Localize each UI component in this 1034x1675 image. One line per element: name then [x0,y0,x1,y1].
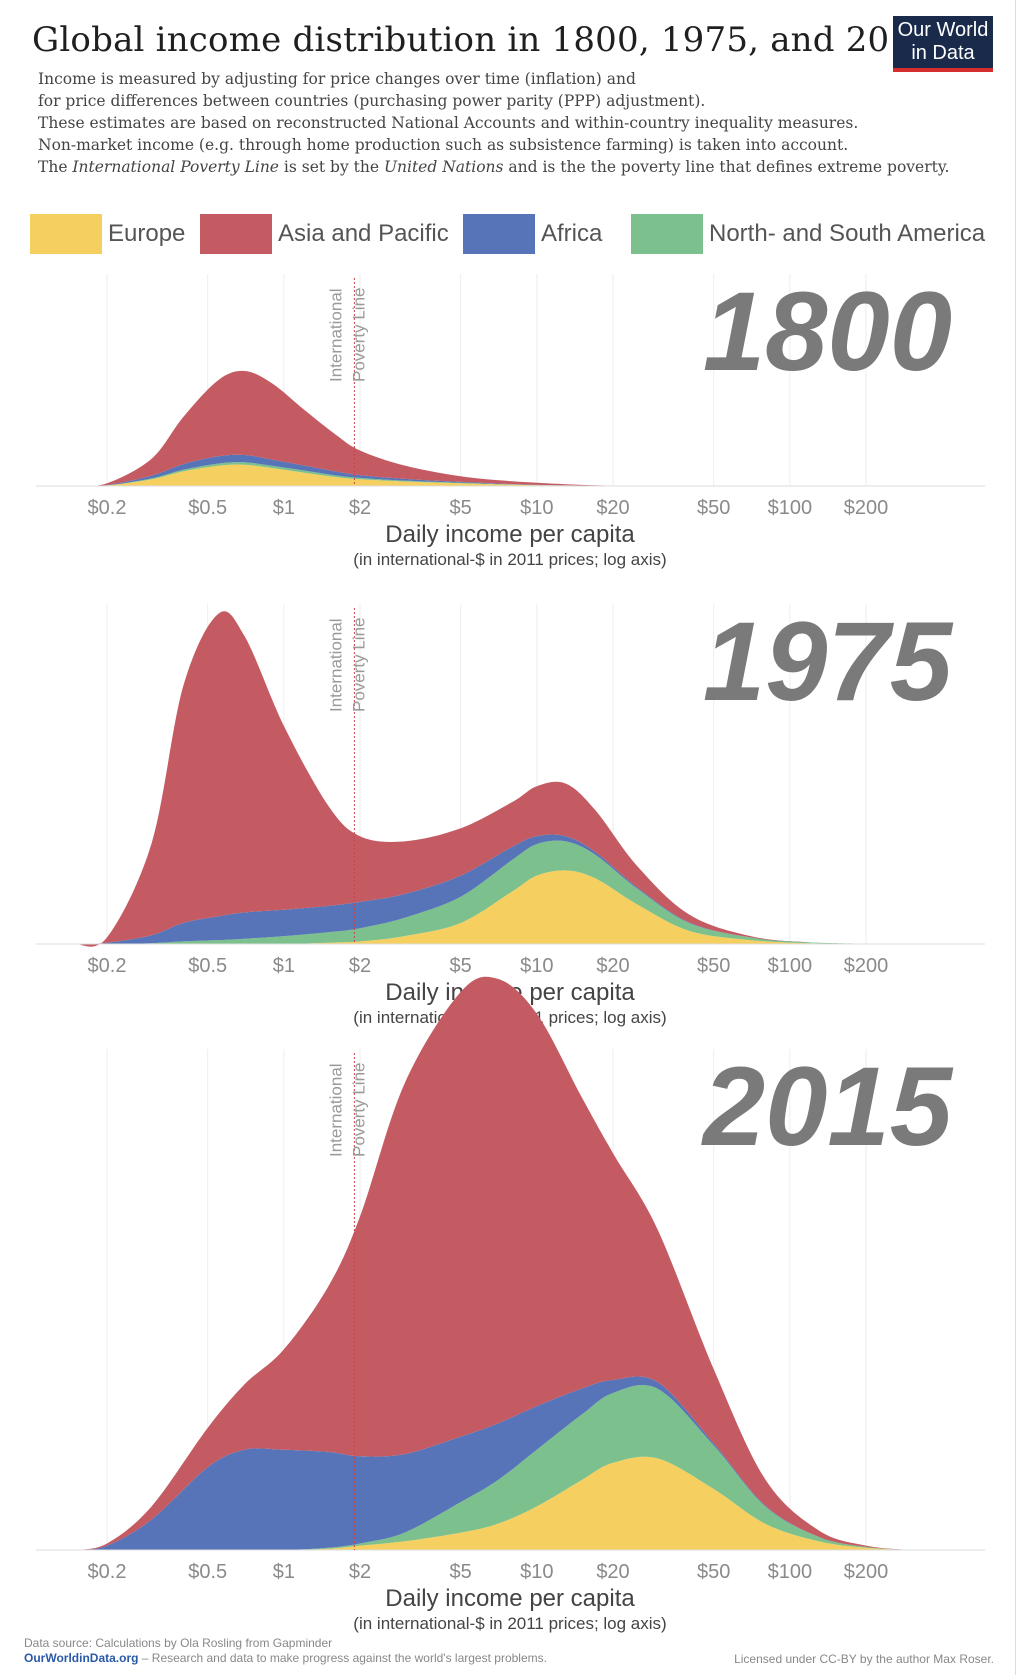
year-label: 2015 [701,1044,954,1169]
x-axis-note: (in international-$ in 2011 prices; log … [353,1614,666,1633]
x-tick-label: $1 [273,955,295,977]
logo-line-1: Our World [897,19,989,41]
x-tick-label: $10 [520,497,553,519]
subtitle-text: The [38,158,73,176]
x-tick-label: $5 [450,497,472,519]
footer-site-link[interactable]: OurWorldinData.org [24,1651,139,1665]
x-tick-label: $0.2 [88,497,127,519]
poverty-label-line-2: Poverty Line [349,618,368,713]
x-axis-note: (in international-$ in 2011 prices; log … [353,550,666,569]
page-edge-rule [1015,0,1016,1675]
x-tick-label: $2 [349,1561,371,1583]
x-tick-label: $100 [768,497,813,519]
x-tick-label: $50 [697,497,730,519]
x-axis-title: Daily income per capita [385,521,635,548]
area-europe [75,464,714,487]
legend-swatch [463,214,535,254]
x-tick-label: $5 [450,1561,472,1583]
x-tick-label: $100 [768,1561,813,1583]
subtitle: Income is measured by adjusting for pric… [38,68,998,178]
chart-1800: International Poverty Line 1800 $0.2 $0.5 $1 $… [36,269,985,569]
poverty-line-label: International Poverty Line [326,618,368,713]
year-label: 1975 [703,599,954,724]
subtitle-line-2: for price differences between countries … [38,92,706,110]
footer-license: Licensed under CC-BY by the author Max R… [734,1652,994,1666]
x-tick-label: $5 [450,955,472,977]
area-north [75,840,891,945]
x-tick-label: $200 [844,497,889,519]
area-africa [75,834,891,945]
poverty-label-line-2: Poverty Line [349,288,368,383]
legend-label: Europe [108,220,186,247]
x-tick-label: $0.5 [188,497,227,519]
footer-site-line: OurWorldinData.org – Research and data t… [24,1651,547,1666]
x-tick-label: $20 [596,1561,629,1583]
subtitle-line-1: Income is measured by adjusting for pric… [38,70,636,88]
year-label: 1800 [703,269,952,394]
legend-label: Africa [541,220,603,247]
x-tick-label: $1 [273,1561,295,1583]
area-asia [75,611,891,947]
x-tick-label: $20 [596,955,629,977]
area-europe [75,870,891,945]
footer-source-text: Data source: Calculations by Ola Rosling… [24,1636,333,1650]
x-tick-label: $10 [520,1561,553,1583]
subtitle-text: is set by the [278,158,384,176]
subtitle-line-5: The International Poverty Line is set by… [38,156,998,178]
poverty-line-label: International Poverty Line [326,288,368,383]
x-tick-label: $0.5 [188,955,227,977]
legend-swatch [631,214,703,254]
subtitle-line-4: Non-market income (e.g. through home pro… [38,136,849,154]
poverty-label-line-2: Poverty Line [349,1063,368,1158]
x-tick-label: $0.5 [188,1561,227,1583]
x-tick-label: $50 [697,955,730,977]
x-tick-label: $200 [844,1561,889,1583]
owid-logo[interactable]: Our World in Data [893,16,993,72]
subtitle-emphasis: United Nations [383,158,504,176]
x-tick-label: $1 [273,497,295,519]
legend-swatch [30,214,102,254]
chart-1975: International Poverty Line 1975 $0.2 $0.5 $1 $… [36,599,985,1027]
page-title: Global income distribution in 1800, 1975… [32,20,934,60]
subtitle-line-3: These estimates are based on reconstruct… [38,114,859,132]
area-africa [75,1376,911,1551]
x-tick-label: $200 [844,955,889,977]
legend-swatch [200,214,272,254]
x-axis-title: Daily income per capita [385,1585,635,1612]
x-tick-label: $2 [349,497,371,519]
x-tick-label: $0.2 [88,955,127,977]
poverty-label-line-1: International [326,1063,345,1157]
poverty-label-line-1: International [326,288,345,382]
poverty-label-line-1: International [326,618,345,712]
subtitle-text: and is the the poverty line that defines… [503,158,950,176]
legend-label: North- and South America [709,220,986,247]
footer-tagline: – Research and data to make progress aga… [138,1651,547,1665]
legend-label: Asia and Pacific [278,220,449,247]
area-north [75,1384,911,1551]
area-asia [75,976,911,1550]
area-europe [75,1456,911,1551]
x-tick-label: $100 [768,955,813,977]
poverty-line-label: International Poverty Line [326,1063,368,1158]
subtitle-emphasis: International Poverty Line [72,158,279,176]
x-tick-label: $20 [596,497,629,519]
logo-line-2: in Data [911,42,975,64]
x-tick-label: $10 [520,955,553,977]
area-asia [75,370,714,487]
x-tick-label: $2 [349,955,371,977]
x-tick-label: $50 [697,1561,730,1583]
footer-source: Data source: Calculations by Ola Rosling… [24,1636,547,1666]
area-africa [75,454,714,487]
chart-2015: International Poverty Line 2015 $0.2 $0.5 $1 $… [36,976,985,1633]
x-tick-label: $0.2 [88,1561,127,1583]
